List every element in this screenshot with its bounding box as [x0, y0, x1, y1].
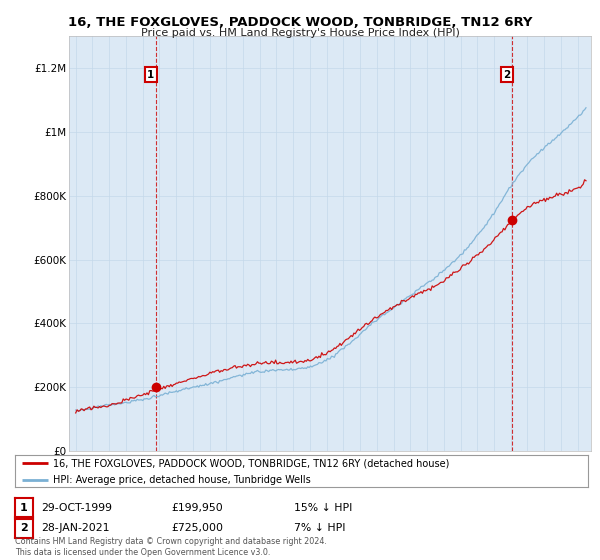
Text: 15% ↓ HPI: 15% ↓ HPI [294, 503, 352, 513]
Text: 29-OCT-1999: 29-OCT-1999 [41, 503, 112, 513]
Text: £199,950: £199,950 [171, 503, 223, 513]
Text: £725,000: £725,000 [171, 523, 223, 533]
Text: 1: 1 [20, 503, 28, 513]
Text: 2: 2 [503, 69, 511, 80]
Text: 7% ↓ HPI: 7% ↓ HPI [294, 523, 346, 533]
Text: 16, THE FOXGLOVES, PADDOCK WOOD, TONBRIDGE, TN12 6RY: 16, THE FOXGLOVES, PADDOCK WOOD, TONBRID… [68, 16, 532, 29]
Text: Price paid vs. HM Land Registry's House Price Index (HPI): Price paid vs. HM Land Registry's House … [140, 28, 460, 38]
Text: HPI: Average price, detached house, Tunbridge Wells: HPI: Average price, detached house, Tunb… [53, 475, 311, 485]
Text: 1: 1 [147, 69, 154, 80]
Text: 2: 2 [20, 523, 28, 533]
Text: 16, THE FOXGLOVES, PADDOCK WOOD, TONBRIDGE, TN12 6RY (detached house): 16, THE FOXGLOVES, PADDOCK WOOD, TONBRID… [53, 459, 449, 469]
Text: 28-JAN-2021: 28-JAN-2021 [41, 523, 109, 533]
Text: Contains HM Land Registry data © Crown copyright and database right 2024.
This d: Contains HM Land Registry data © Crown c… [15, 537, 327, 557]
